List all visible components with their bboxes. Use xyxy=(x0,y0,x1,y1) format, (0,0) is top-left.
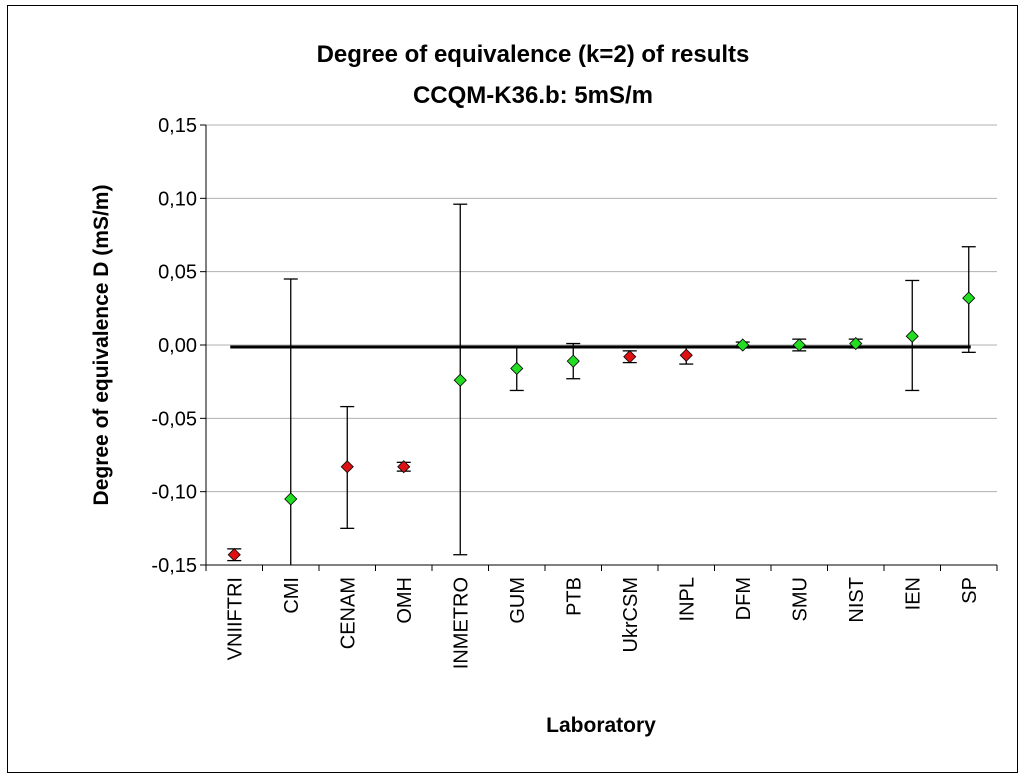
data-point-nist xyxy=(849,336,863,351)
x-tick-label: DFM xyxy=(733,577,755,620)
x-tick-label: VNIIFTRI xyxy=(224,577,246,660)
data-point-cenam xyxy=(340,460,354,474)
x-tick-label: GUM xyxy=(507,577,529,624)
data-point-sp xyxy=(962,291,976,305)
y-tick-label: 0,00 xyxy=(158,335,197,357)
x-tick-label: IEN xyxy=(902,577,924,610)
y-tick-label: 0,05 xyxy=(158,262,197,284)
y-tick-label: -0,15 xyxy=(151,555,197,577)
x-tick-label: CENAM xyxy=(337,577,359,649)
chart-subtitle: CCQM-K36.b: 5mS/m xyxy=(413,82,653,109)
data-point-omh xyxy=(397,460,411,474)
error-bars xyxy=(227,203,976,565)
y-tick-label: 0,10 xyxy=(158,188,197,210)
data-point-ukrcsm xyxy=(623,350,637,364)
x-tick-label: PTB xyxy=(563,577,585,616)
data-point-inmetro xyxy=(453,373,467,387)
data-point-gum xyxy=(510,361,524,376)
y-tick-label: -0,05 xyxy=(151,408,197,430)
data-point-ptb xyxy=(566,354,580,368)
data-point-dfm xyxy=(736,338,750,352)
y-axis-title: Degree of equivalence D (mS/m) xyxy=(90,185,113,506)
chart-title: Degree of equivalence (k=2) of results xyxy=(317,41,750,68)
x-tick-label: NIST xyxy=(846,577,868,623)
data-point-cmi xyxy=(284,492,298,506)
data-point-ien xyxy=(905,329,919,343)
y-tick-label: -0,10 xyxy=(151,482,197,504)
x-tick-label: INMETRO xyxy=(450,577,472,669)
x-tick-label: SMU xyxy=(789,577,811,621)
data-points xyxy=(227,291,976,562)
y-tick-labels: -0,15 -0,10 -0,05 0,00 0,05 0,10 0,15 xyxy=(151,115,197,577)
x-tick-label: UkrCSM xyxy=(620,577,642,653)
x-tick-labels: VNIIFTRI CMI CENAM OMH INMETRO GUM PTB UkrCSM IN… xyxy=(224,577,981,669)
chart-frame xyxy=(7,5,1018,773)
y-tick-label: 0,15 xyxy=(158,115,197,137)
data-point-smu xyxy=(792,338,806,352)
data-point-vniiftri xyxy=(227,548,241,562)
x-tick-label: INPL xyxy=(676,577,698,621)
x-tick-label: CMI xyxy=(281,577,303,614)
data-point-inpl xyxy=(679,348,693,362)
x-tick-label: SP xyxy=(959,577,981,604)
x-axis-title: Laboratory xyxy=(546,714,656,737)
grid-lines xyxy=(206,124,997,493)
axes xyxy=(200,124,998,571)
x-tick-label: OMH xyxy=(394,577,416,624)
